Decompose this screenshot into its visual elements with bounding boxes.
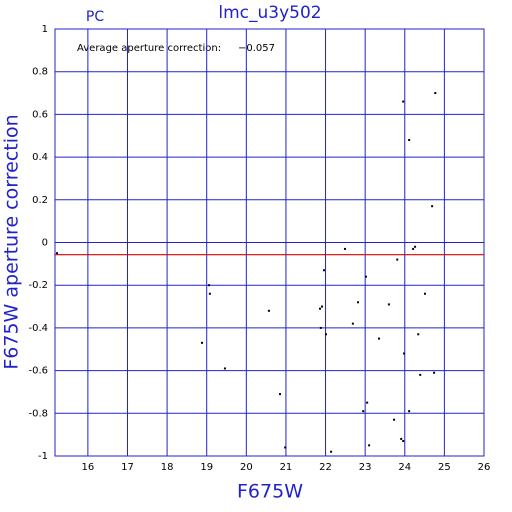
point — [402, 352, 405, 355]
point — [419, 373, 422, 376]
y-axis-label: F675W aperture correction — [1, 114, 23, 369]
y-tick-label: -0.4 — [28, 323, 48, 334]
y-tick-label: 0.8 — [32, 67, 48, 78]
point — [55, 252, 58, 255]
point — [393, 418, 396, 421]
point — [223, 367, 226, 370]
point — [408, 139, 411, 142]
y-tick-label: -0.8 — [28, 408, 48, 419]
point — [208, 292, 211, 295]
point — [400, 437, 403, 440]
point — [402, 440, 405, 443]
point — [431, 205, 434, 208]
point — [319, 307, 322, 310]
x-tick-label: 22 — [319, 462, 332, 473]
x-tick-label: 20 — [240, 462, 253, 473]
point — [387, 303, 390, 306]
x-axis-label: F675W — [237, 481, 303, 503]
chart-title: lmc_u3y502 — [218, 3, 321, 23]
point — [343, 247, 346, 250]
point — [284, 446, 287, 449]
point — [324, 333, 327, 336]
point — [208, 284, 211, 287]
point — [412, 247, 415, 250]
y-tick-label: -1 — [38, 451, 48, 462]
point — [320, 305, 323, 308]
point — [322, 269, 325, 272]
x-tick-label: 18 — [161, 462, 174, 473]
annotation: Average aperture correction: — [77, 43, 221, 54]
y-tick-label: 0.4 — [32, 152, 48, 163]
x-tick-label: 25 — [438, 462, 451, 473]
point — [433, 371, 436, 374]
y-tick-label: 1 — [42, 24, 48, 35]
point — [267, 309, 270, 312]
point — [366, 401, 369, 404]
y-tick-label: 0.6 — [32, 109, 48, 120]
point — [200, 341, 203, 344]
point — [417, 333, 420, 336]
y-tick-label: -0.6 — [28, 366, 48, 377]
x-tick-label: 16 — [82, 462, 95, 473]
annotation-value: −0.057 — [238, 43, 275, 54]
point — [364, 275, 367, 278]
point — [378, 337, 381, 340]
x-tick-label: 26 — [478, 462, 491, 473]
point — [351, 322, 354, 325]
point — [357, 301, 360, 304]
point — [319, 326, 322, 329]
point — [402, 100, 405, 103]
y-tick-label: 0.2 — [32, 195, 48, 206]
y-tick-label: 0 — [42, 238, 48, 249]
point — [414, 245, 417, 248]
point — [423, 292, 426, 295]
x-tick-label: 24 — [398, 462, 411, 473]
point — [362, 410, 365, 413]
x-tick-label: 17 — [121, 462, 134, 473]
y-tick-label: -0.2 — [28, 280, 48, 291]
x-tick-label: 21 — [280, 462, 293, 473]
point — [396, 258, 399, 261]
chart-subtitle: PC — [86, 9, 104, 25]
point — [408, 410, 411, 413]
point — [278, 393, 281, 396]
x-tick-label: 23 — [359, 462, 372, 473]
point — [368, 444, 371, 447]
x-tick-label: 19 — [200, 462, 213, 473]
point — [330, 450, 333, 453]
point — [434, 92, 437, 95]
